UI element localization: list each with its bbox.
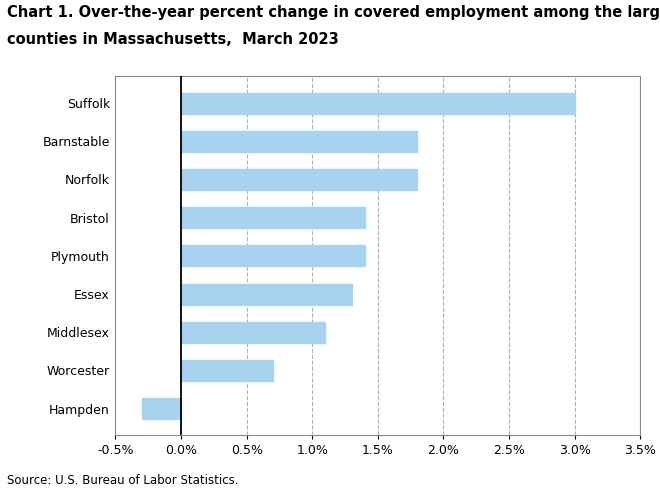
Text: Chart 1. Over-the-year percent change in covered employment among the largest: Chart 1. Over-the-year percent change in… (7, 5, 660, 20)
Bar (181, 283, 352, 305)
Bar (142, 398, 181, 419)
Bar (181, 360, 273, 381)
Bar (181, 207, 365, 228)
Text: counties in Massachusetts,  March 2023: counties in Massachusetts, March 2023 (7, 32, 339, 47)
Bar (181, 131, 417, 152)
Text: Source: U.S. Bureau of Labor Statistics.: Source: U.S. Bureau of Labor Statistics. (7, 474, 238, 487)
Bar (181, 246, 365, 266)
Bar (181, 322, 325, 343)
Bar (181, 92, 575, 114)
Bar (181, 169, 417, 190)
